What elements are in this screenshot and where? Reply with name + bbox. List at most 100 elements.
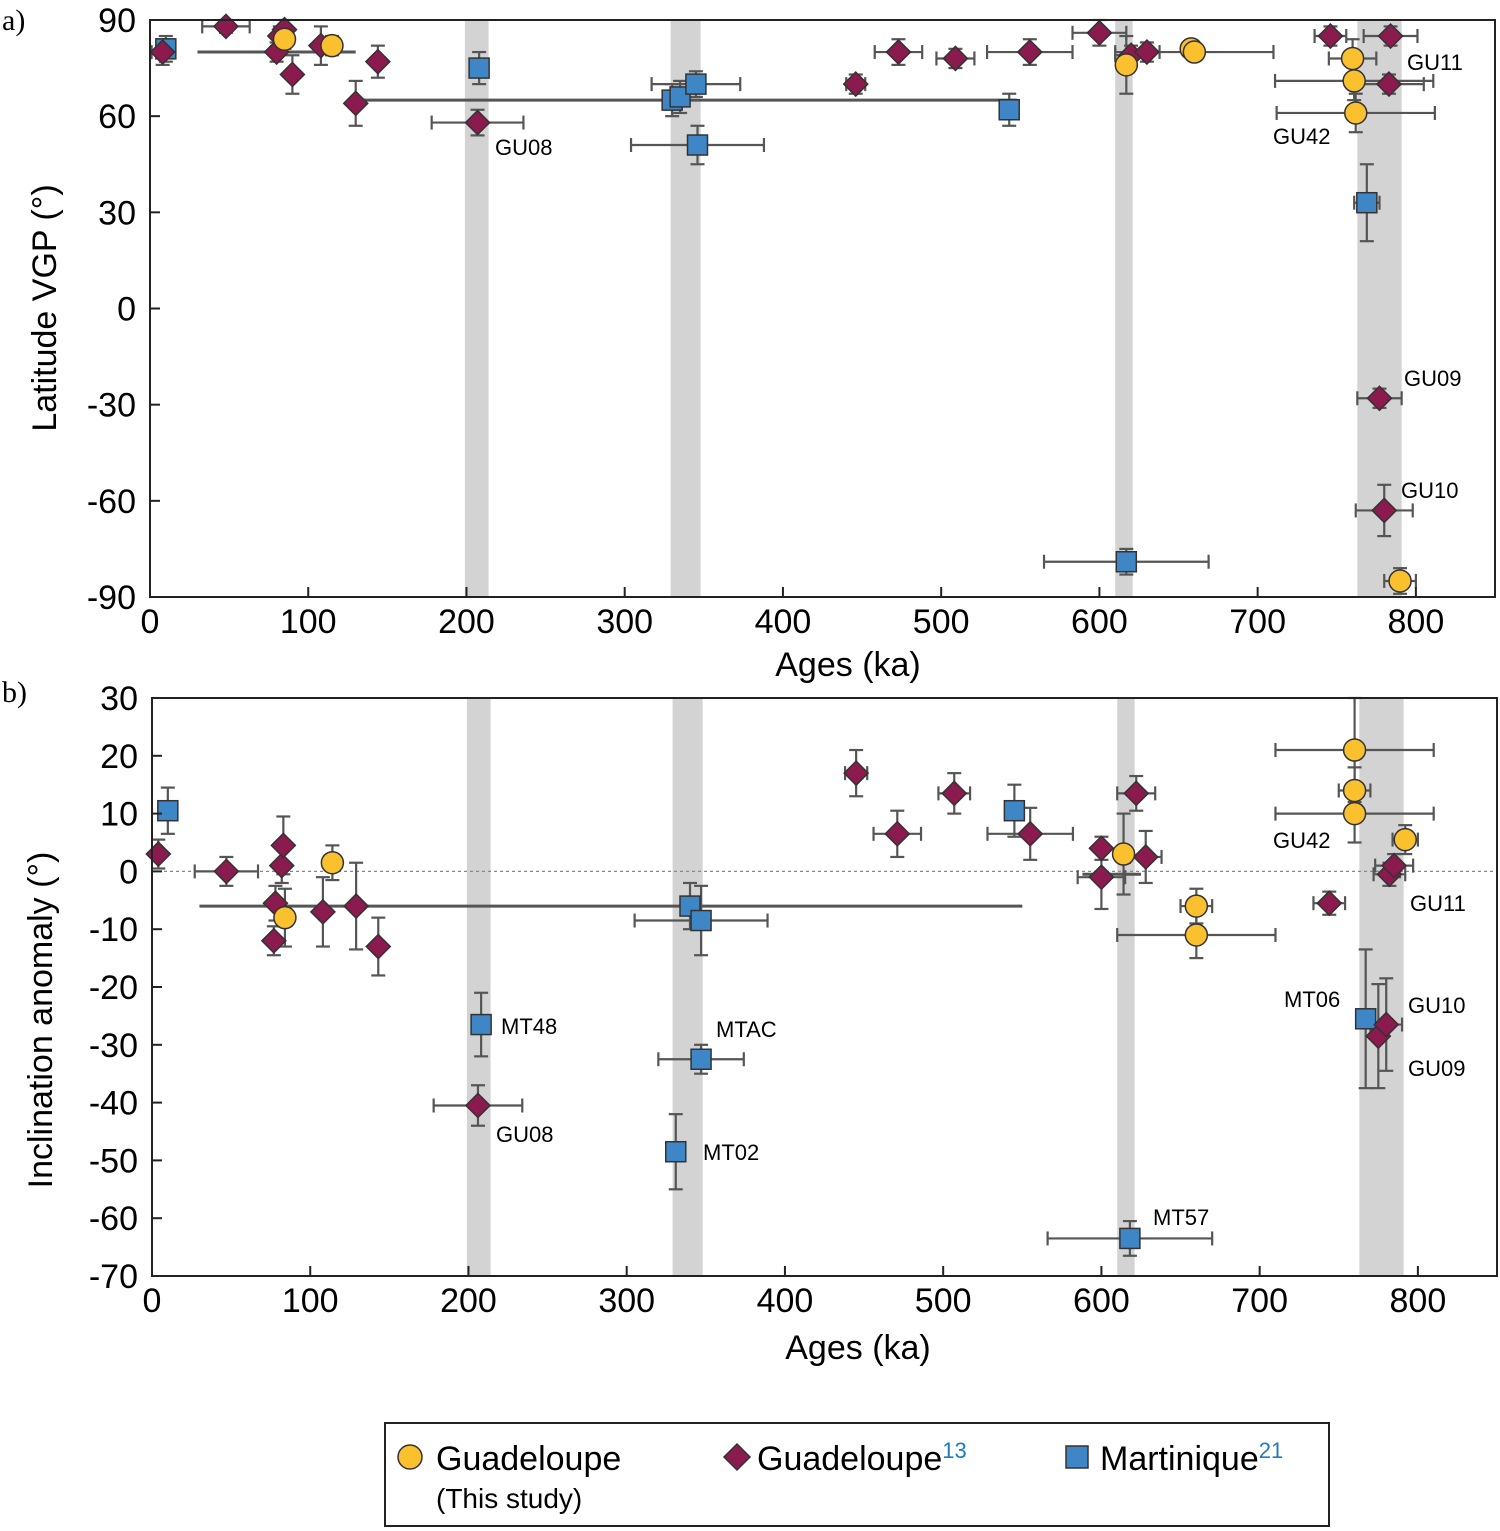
panelb-band-0 bbox=[466, 699, 491, 1275]
legend-circle-marker bbox=[397, 1444, 423, 1470]
panela-point-guadeloupe13-20 bbox=[1375, 71, 1403, 98]
panelb-point-guadeloupe-this-study-6 bbox=[1342, 778, 1367, 803]
annotation-mt57: MT57 bbox=[1153, 1205, 1209, 1230]
panelb-x-tick-label-6: 600 bbox=[1073, 1282, 1130, 1320]
panelb-y-tick-label-0: 30 bbox=[100, 680, 138, 718]
annotation-gu42-b: GU42 bbox=[1273, 828, 1330, 853]
panela-x-tick-label-6: 600 bbox=[1071, 603, 1128, 641]
panela-point-guadeloupe13-7 bbox=[342, 90, 369, 117]
legend-label-martinique: Martinique21 bbox=[1100, 1438, 1283, 1478]
panelb-point-guadeloupe-this-study-0 bbox=[273, 905, 297, 930]
panelb-point-martinique-1 bbox=[470, 1013, 492, 1036]
panelb-y-tick-label-2: 10 bbox=[100, 796, 138, 834]
panelb-point-guadeloupe13-1 bbox=[213, 858, 240, 885]
panela-point-guadeloupe-this-study-6 bbox=[1342, 69, 1366, 93]
panelb-point-guadeloupe13-22 bbox=[1381, 852, 1408, 879]
panela-point-martinique-7 bbox=[1115, 550, 1138, 573]
panelb-y-tick-label-4: -10 bbox=[89, 911, 138, 949]
annotation-gu11-b: GU11 bbox=[1410, 891, 1466, 916]
panelb-point-guadeloupe13-17 bbox=[1132, 843, 1159, 871]
panelb-x-tick-label-0: 0 bbox=[143, 1282, 162, 1320]
panela-point-martinique-6 bbox=[998, 99, 1020, 121]
panelb-point-guadeloupe13-4 bbox=[268, 852, 295, 879]
panelb-x-tick-label-2: 200 bbox=[440, 1282, 497, 1320]
panelb-x-tick-label-5: 500 bbox=[915, 1282, 972, 1320]
panela-point-guadeloupe13-16 bbox=[1133, 38, 1160, 66]
panelb-y-tick-label-6: -30 bbox=[89, 1027, 138, 1065]
panela-x-tick-label-2: 200 bbox=[438, 603, 495, 641]
panelb-point-guadeloupe-this-study-8 bbox=[1393, 827, 1417, 852]
panela-x-tick-label-5: 500 bbox=[913, 603, 970, 641]
panelb-point-guadeloupe13-18 bbox=[1316, 890, 1343, 917]
panela-point-guadeloupe-this-study-4 bbox=[1182, 40, 1207, 64]
panelb-point-martinique-5 bbox=[690, 1048, 712, 1070]
panel-b-y-ticks: 30 20 10 0 -10 -20 -30 -40 -50 -60 -70 bbox=[89, 680, 162, 1296]
annotation-gu09-b: GU09 bbox=[1408, 1056, 1465, 1081]
panelb-x-tick-label-1: 100 bbox=[282, 1282, 339, 1320]
panel-b-label: b) bbox=[2, 676, 27, 709]
panela-point-guadeloupe13-21 bbox=[1377, 22, 1404, 50]
annotation-gu08-a: GU08 bbox=[495, 135, 552, 160]
panelb-point-guadeloupe13-5 bbox=[270, 832, 297, 859]
legend-martinique-ref: 21 bbox=[1259, 1438, 1283, 1463]
panel-b-bands bbox=[466, 699, 1404, 1275]
panela-point-guadeloupe-this-study-8 bbox=[1388, 569, 1412, 593]
panelb-x-tick-label-7: 700 bbox=[1231, 1282, 1288, 1320]
annotation-gu09-a: GU09 bbox=[1404, 366, 1461, 391]
panel-a-y-ticks: 90 60 30 0 -30 -60 -90 bbox=[87, 2, 160, 617]
panelb-point-guadeloupe13-20 bbox=[1373, 1011, 1400, 1038]
panela-point-martinique-5 bbox=[686, 134, 709, 156]
panel-a: a) 0 100 200 300 400 500 600 700 800 9060300-30-… bbox=[2, 2, 1496, 684]
legend-diamond-marker bbox=[722, 1442, 752, 1472]
annotation-mt48: MT48 bbox=[501, 1014, 557, 1039]
panela-point-guadeloupe13-10 bbox=[842, 71, 869, 98]
panela-x-tick-label-3: 300 bbox=[596, 603, 653, 641]
panel-b-plot-area bbox=[145, 696, 1497, 1257]
panela-point-martinique-4 bbox=[685, 73, 707, 95]
legend-sublabel-this-study: (This study) bbox=[436, 1483, 582, 1514]
panela-y-tick-label-3: 0 bbox=[117, 291, 136, 329]
panelb-point-guadeloupe-this-study-1 bbox=[320, 850, 345, 875]
annotation-mt02: MT02 bbox=[703, 1140, 759, 1165]
panel-a-bands bbox=[464, 21, 1402, 596]
panelb-x-tick-label-4: 400 bbox=[757, 1282, 814, 1320]
legend-box bbox=[384, 1422, 1330, 1527]
panela-point-guadeloupe13-8 bbox=[364, 48, 391, 75]
panela-x-tick-label-1: 100 bbox=[280, 603, 337, 641]
panela-point-guadeloupe-this-study-7 bbox=[1344, 101, 1368, 125]
panelb-point-guadeloupe13-16 bbox=[1123, 780, 1150, 807]
panela-point-guadeloupe13-18 bbox=[1366, 385, 1393, 412]
panel-a-y-axis-title: Latitude VGP (°) bbox=[26, 184, 64, 431]
panela-band-0 bbox=[464, 21, 489, 596]
panela-point-guadeloupe-this-study-5 bbox=[1340, 46, 1365, 71]
panela-point-guadeloupe13-9 bbox=[464, 109, 491, 136]
panelb-point-guadeloupe-this-study-5 bbox=[1342, 738, 1367, 762]
panelb-point-guadeloupe13-6 bbox=[309, 898, 336, 925]
annotation-mt06: MT06 bbox=[1284, 987, 1340, 1012]
legend-label-guadeloupe-this-study: Guadeloupe bbox=[436, 1440, 621, 1478]
annotation-gu10-a: GU10 bbox=[1401, 478, 1458, 503]
panelb-point-martinique-2 bbox=[665, 1140, 687, 1163]
panela-band-2 bbox=[1115, 21, 1133, 596]
annotation-gu10-b: GU10 bbox=[1408, 993, 1465, 1018]
panela-point-guadeloupe13-14 bbox=[1086, 19, 1113, 46]
panelb-point-guadeloupe13-13 bbox=[1017, 820, 1044, 847]
legend-guadeloupe13-ref: 13 bbox=[942, 1438, 966, 1463]
panela-point-guadeloupe13-0 bbox=[149, 38, 176, 66]
panelb-point-martinique-7 bbox=[1119, 1227, 1141, 1250]
panelb-y-tick-label-8: -50 bbox=[89, 1142, 138, 1180]
panelb-point-guadeloupe-this-study-2 bbox=[1111, 842, 1136, 866]
panela-x-tick-label-8: 800 bbox=[1388, 603, 1445, 641]
panelb-point-guadeloupe13-15 bbox=[1088, 864, 1115, 891]
panelb-x-tick-label-8: 800 bbox=[1390, 1282, 1447, 1320]
panelb-point-guadeloupe-this-study-3 bbox=[1184, 894, 1209, 918]
panel-b-y-axis-title: Inclination anomaly (°) bbox=[22, 852, 60, 1189]
panela-point-guadeloupe13-1 bbox=[212, 13, 240, 40]
legend-martinique-name: Martinique bbox=[1100, 1440, 1259, 1478]
panel-b-x-ticks: 0 100 200 300 400 500 600 700 800 bbox=[143, 1266, 1447, 1320]
panelb-y-tick-label-9: -60 bbox=[89, 1200, 138, 1238]
panel-b-x-axis-title: Ages (ka) bbox=[785, 1329, 931, 1367]
legend-label-guadeloupe13: Guadeloupe13 bbox=[757, 1438, 967, 1478]
panel-a-plot-area bbox=[149, 13, 1436, 595]
annotation-gu42-a: GU42 bbox=[1273, 124, 1330, 149]
